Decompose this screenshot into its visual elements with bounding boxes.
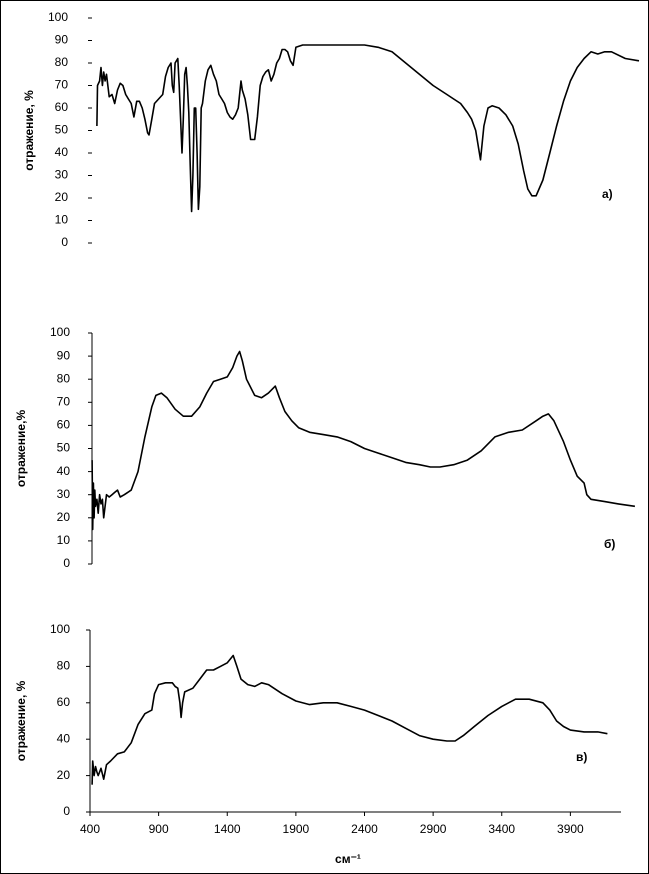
annotation: а)	[602, 187, 613, 201]
x-tick-label: 400	[80, 822, 100, 836]
y-tick-label: 60	[57, 695, 71, 709]
x-tick-label: 3400	[488, 822, 515, 836]
annotation: б)	[604, 537, 615, 551]
x-tick-label: 1900	[283, 822, 310, 836]
x-tick-label: 2900	[420, 822, 447, 836]
y-tick-label: 0	[63, 804, 70, 818]
y-tick-label: 100	[48, 10, 68, 24]
y-tick-label: 20	[57, 510, 71, 524]
y-axis-label: отражение,%	[14, 410, 28, 488]
y-tick-label: 100	[50, 622, 70, 636]
y-tick-label: 40	[55, 145, 69, 159]
spectrum-line	[96, 44, 640, 213]
x-axis-label: см⁻¹	[335, 852, 361, 866]
y-axis-label: отражение, %	[22, 90, 36, 171]
y-tick-label: 40	[57, 731, 71, 745]
spectrum-line	[91, 350, 636, 531]
y-tick-label: 80	[57, 659, 71, 673]
spectrum-line	[91, 654, 608, 785]
x-tick-label: 1400	[214, 822, 241, 836]
y-tick-label: 90	[57, 348, 71, 362]
y-tick-label: 100	[50, 325, 70, 339]
y-tick-label: 50	[57, 441, 71, 455]
y-axis-label: отражение, %	[14, 680, 28, 761]
x-tick-label: 3900	[557, 822, 584, 836]
y-tick-label: 80	[55, 55, 69, 69]
x-tick-label: 900	[149, 822, 169, 836]
y-tick-label: 70	[55, 78, 69, 92]
y-tick-label: 80	[57, 371, 71, 385]
x-tick-label: 2400	[351, 822, 378, 836]
y-tick-label: 0	[61, 235, 68, 249]
y-tick-label: 60	[57, 418, 71, 432]
y-tick-label: 10	[57, 533, 71, 547]
annotation: в)	[576, 750, 587, 764]
y-tick-label: 70	[57, 394, 71, 408]
y-tick-label: 20	[57, 768, 71, 782]
y-tick-label: 60	[55, 100, 69, 114]
y-tick-label: 30	[57, 487, 71, 501]
y-tick-label: 20	[55, 190, 69, 204]
y-tick-label: 0	[63, 556, 70, 570]
y-tick-label: 90	[55, 33, 69, 47]
y-tick-label: 10	[55, 213, 69, 227]
y-tick-label: 50	[55, 123, 69, 137]
y-tick-label: 40	[57, 464, 71, 478]
y-tick-label: 30	[55, 168, 69, 182]
